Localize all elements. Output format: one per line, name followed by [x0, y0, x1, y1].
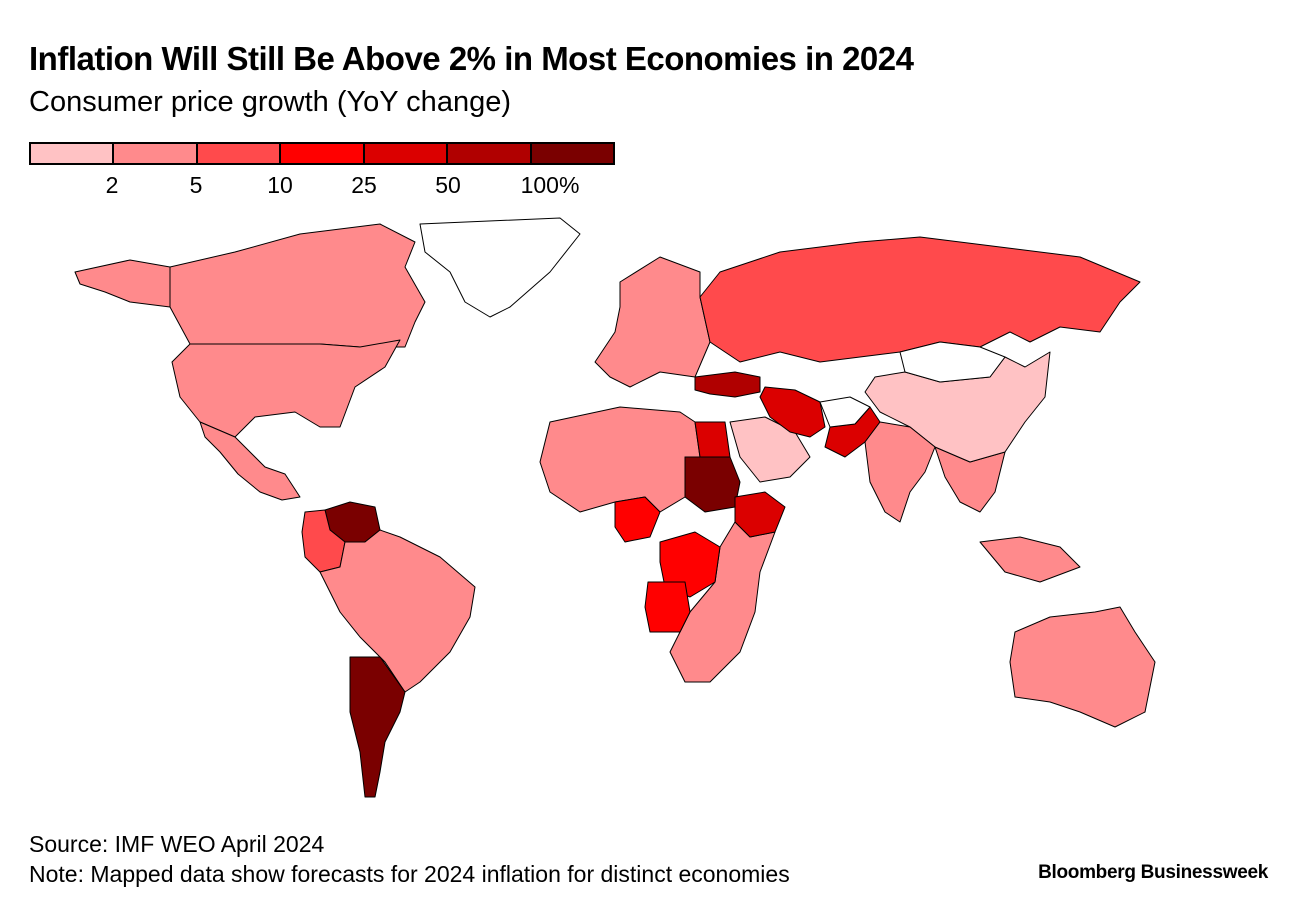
country-argentina: [349, 656, 406, 798]
legend-swatch-1: [114, 144, 198, 163]
legend-tick-4: 50: [435, 172, 461, 198]
country-russia: [699, 236, 1141, 363]
country-egypt: [694, 421, 731, 458]
country-australia: [1009, 606, 1156, 728]
country-india: [864, 421, 936, 523]
europe-landmass: [594, 256, 711, 388]
legend-tick-5: 100%: [520, 172, 580, 198]
middle-east-landmass: [729, 416, 811, 483]
country-canada: [169, 223, 426, 348]
legend-swatch-0: [31, 144, 115, 163]
country-united-states: [171, 339, 401, 438]
legend-tick-0: 2: [105, 172, 119, 198]
country-dr-congo: [659, 531, 721, 598]
legend-tick-2: 10: [267, 172, 293, 198]
country-mexico: [199, 421, 301, 501]
country-ethiopia: [734, 491, 786, 538]
country-iran: [759, 386, 826, 438]
color-legend: [29, 142, 615, 165]
data-note: Note: Mapped data show forecasts for 202…: [29, 861, 790, 887]
publisher-logo: Bloomberg Businessweek: [1038, 862, 1268, 883]
world-choropleth-map: [74, 217, 1156, 798]
chart-subtitle: Consumer price growth (YoY change): [29, 86, 511, 118]
country-sudan: [684, 456, 741, 513]
southeast-asia-landmass: [934, 446, 1081, 583]
source-note: Source: IMF WEO April 2024: [29, 831, 325, 857]
country-greenland: [419, 217, 581, 318]
legend-swatch-6: [531, 144, 613, 163]
country-brazil: [319, 529, 476, 693]
country-nigeria: [614, 496, 661, 543]
country-mongolia: [899, 341, 1006, 383]
legend-tick-labels: 2 5 10 25 50 100%: [0, 172, 700, 202]
country-afghanistan: [819, 396, 871, 428]
legend-tick-3: 25: [351, 172, 377, 198]
country-turkey: [694, 371, 761, 398]
chart-title: Inflation Will Still Be Above 2% in Most…: [29, 40, 914, 77]
legend-tick-1: 5: [189, 172, 203, 198]
country-angola: [644, 581, 691, 633]
legend-swatch-4: [364, 144, 449, 163]
legend-swatch-2: [197, 144, 282, 163]
country-alaska: [74, 259, 171, 308]
legend-swatch-3: [281, 144, 365, 163]
legend-swatch-5: [448, 144, 532, 163]
